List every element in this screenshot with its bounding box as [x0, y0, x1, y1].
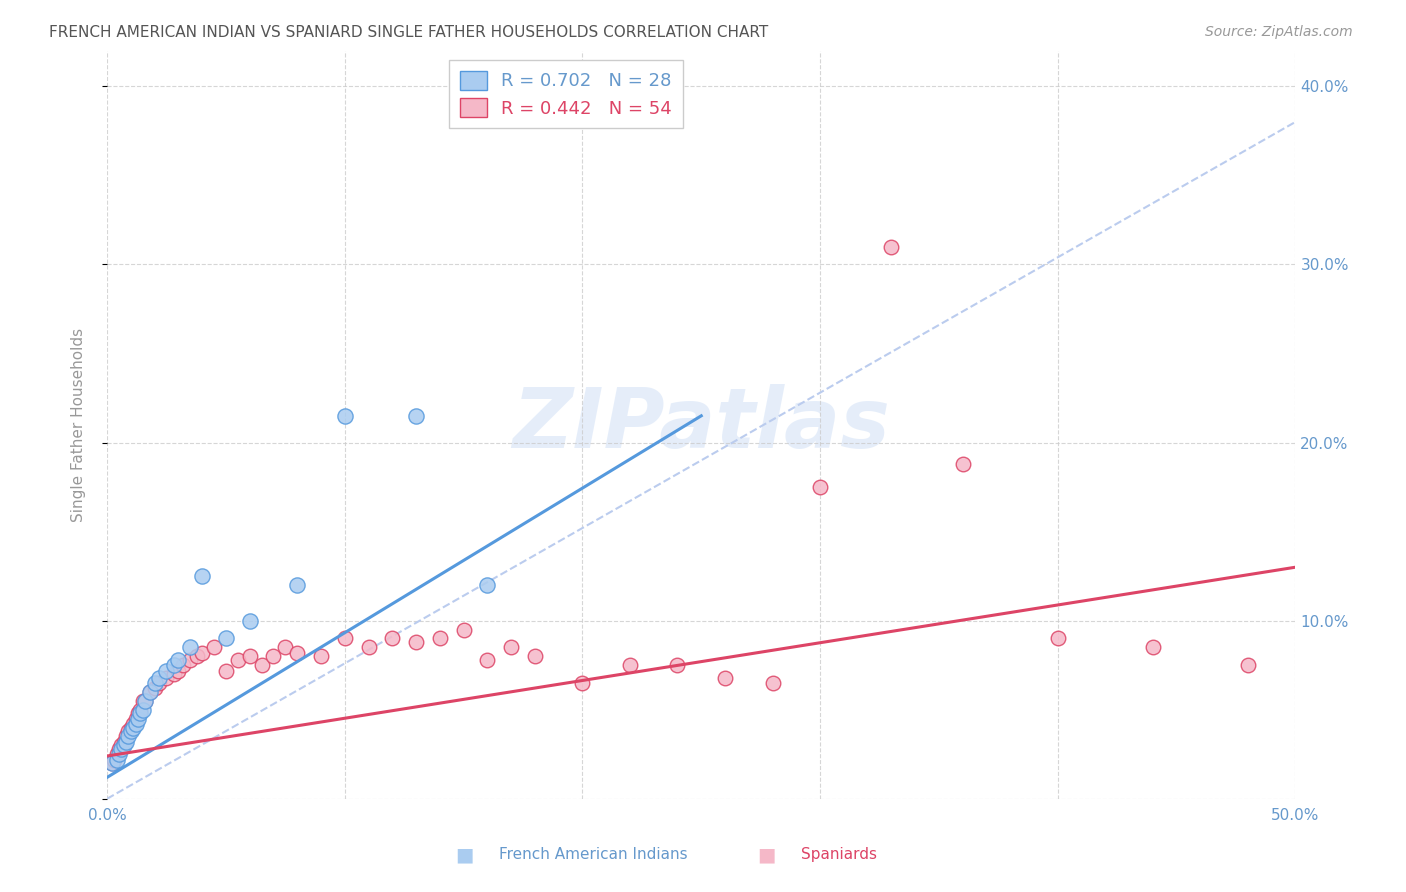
- Point: [129, 703, 152, 717]
- Point: [127, 712, 149, 726]
- Text: Spaniards: Spaniards: [801, 847, 877, 862]
- Point: [619, 658, 641, 673]
- Point: [122, 721, 145, 735]
- Point: [155, 671, 177, 685]
- Point: [172, 658, 194, 673]
- Point: [571, 676, 593, 690]
- Point: [120, 724, 142, 739]
- Point: [115, 735, 138, 749]
- Point: [122, 717, 145, 731]
- Y-axis label: Single Father Households: Single Father Households: [72, 327, 86, 522]
- Point: [429, 632, 451, 646]
- Point: [1046, 632, 1069, 646]
- Point: [117, 730, 139, 744]
- Point: [1142, 640, 1164, 655]
- Point: [105, 753, 128, 767]
- Point: [115, 730, 138, 744]
- Point: [215, 632, 238, 646]
- Point: [357, 640, 380, 655]
- Text: ■: ■: [756, 845, 776, 864]
- Text: ZIPatlas: ZIPatlas: [512, 384, 890, 466]
- Point: [477, 653, 499, 667]
- Point: [101, 756, 124, 771]
- Point: [215, 664, 238, 678]
- Point: [155, 664, 177, 678]
- Point: [239, 649, 262, 664]
- Point: [167, 653, 190, 667]
- Point: [477, 578, 499, 592]
- Point: [179, 640, 201, 655]
- Point: [162, 667, 184, 681]
- Point: [127, 706, 149, 721]
- Point: [167, 664, 190, 678]
- Point: [129, 706, 152, 721]
- Legend: R = 0.702   N = 28, R = 0.442   N = 54: R = 0.702 N = 28, R = 0.442 N = 54: [449, 60, 683, 128]
- Point: [132, 703, 155, 717]
- Point: [191, 569, 214, 583]
- Point: [112, 739, 135, 753]
- Point: [110, 742, 132, 756]
- Point: [120, 721, 142, 735]
- Point: [333, 409, 356, 423]
- Point: [285, 578, 308, 592]
- Text: ■: ■: [454, 845, 474, 864]
- Point: [191, 646, 214, 660]
- Point: [108, 742, 131, 756]
- Point: [112, 735, 135, 749]
- Text: FRENCH AMERICAN INDIAN VS SPANIARD SINGLE FATHER HOUSEHOLDS CORRELATION CHART: FRENCH AMERICAN INDIAN VS SPANIARD SINGL…: [49, 25, 769, 40]
- Point: [1237, 658, 1260, 673]
- Point: [124, 712, 146, 726]
- Point: [523, 649, 546, 664]
- Point: [405, 635, 427, 649]
- Point: [148, 676, 170, 690]
- Point: [808, 480, 831, 494]
- Point: [124, 717, 146, 731]
- Point: [134, 694, 156, 708]
- Point: [880, 239, 903, 253]
- Point: [143, 681, 166, 696]
- Point: [110, 739, 132, 753]
- Point: [381, 632, 404, 646]
- Point: [405, 409, 427, 423]
- Point: [143, 676, 166, 690]
- Point: [666, 658, 689, 673]
- Point: [139, 685, 162, 699]
- Point: [117, 724, 139, 739]
- Point: [179, 653, 201, 667]
- Point: [250, 658, 273, 673]
- Point: [101, 756, 124, 771]
- Point: [105, 747, 128, 762]
- Point: [285, 646, 308, 660]
- Point: [103, 753, 125, 767]
- Point: [453, 623, 475, 637]
- Point: [226, 653, 249, 667]
- Point: [139, 685, 162, 699]
- Point: [952, 457, 974, 471]
- Point: [761, 676, 783, 690]
- Point: [274, 640, 297, 655]
- Point: [333, 632, 356, 646]
- Point: [134, 694, 156, 708]
- Point: [309, 649, 332, 664]
- Point: [714, 671, 737, 685]
- Point: [162, 658, 184, 673]
- Point: [501, 640, 523, 655]
- Point: [186, 649, 208, 664]
- Point: [262, 649, 284, 664]
- Point: [108, 747, 131, 762]
- Point: [239, 614, 262, 628]
- Point: [202, 640, 225, 655]
- Point: [148, 671, 170, 685]
- Point: [132, 694, 155, 708]
- Text: Source: ZipAtlas.com: Source: ZipAtlas.com: [1205, 25, 1353, 39]
- Text: French American Indians: French American Indians: [499, 847, 688, 862]
